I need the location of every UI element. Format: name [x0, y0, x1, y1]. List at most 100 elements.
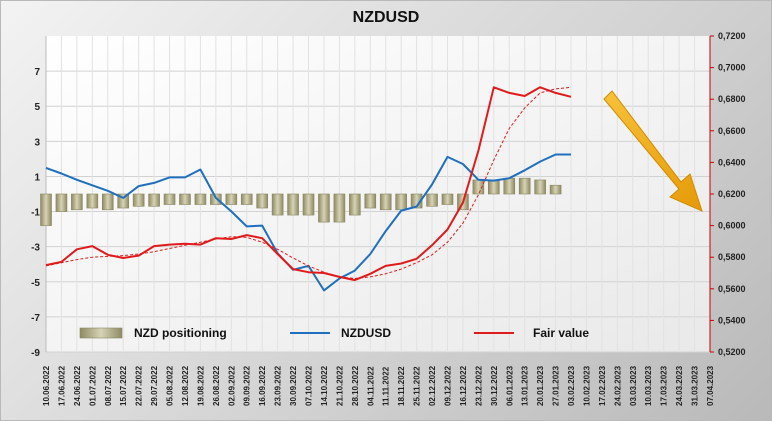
bar-nzd-positioning [256, 193, 268, 209]
x-tick-label: 27.01.2023 [552, 365, 561, 406]
bar-nzd-positioning [101, 193, 114, 211]
x-tick-label: 08.07.2022 [104, 365, 113, 406]
x-tick-label: 17.02.2023 [598, 365, 607, 406]
x-tick-label: 10.02.2023 [582, 365, 591, 406]
line-fair-value [45, 86, 572, 282]
line-fair-value-trend [45, 86, 572, 279]
x-tick-label: 11.11.2022 [382, 366, 391, 406]
bar-nzd-positioning [395, 193, 407, 211]
x-tick-label: 22.07.2022 [135, 365, 144, 406]
bar-nzd-positioning [148, 193, 160, 207]
x-tick-label: 17.06.2022 [57, 365, 66, 406]
left-tick-label: 1 [34, 172, 40, 183]
left-tick-label: -5 [31, 278, 40, 289]
x-tick-label: 03.03.2023 [629, 365, 638, 406]
right-tick-label: 0,6600 [718, 126, 746, 136]
x-tick-label: 03.02.2023 [567, 365, 576, 406]
chart-title: NZDUSD [352, 9, 420, 26]
x-tick-label: 10.06.2022 [42, 365, 51, 406]
bar-nzd-positioning [240, 193, 253, 205]
x-tick-label: 12.08.2022 [181, 365, 190, 406]
bar-nzd-positioning [210, 193, 222, 205]
x-tick-label: 29.07.2022 [150, 365, 159, 406]
bar-nzd-positioning [287, 193, 299, 216]
bar-nzd-positioning [271, 193, 284, 216]
down-arrow-icon [603, 90, 703, 212]
bar-nzd-positioning [225, 193, 238, 205]
bar-nzd-positioning [503, 177, 516, 195]
bar-nzd-positioning [40, 193, 52, 226]
legend-label-fair-value: Fair value [533, 326, 589, 340]
x-tick-label: 24.03.2023 [675, 365, 684, 406]
bar-nzd-positioning [549, 184, 562, 195]
right-tick-label: 0,6400 [718, 157, 746, 167]
bar-nzd-positioning [333, 193, 346, 223]
x-tick-label: 28.10.2022 [351, 365, 360, 406]
x-tick-label: 26.08.2022 [212, 365, 221, 406]
bar-nzd-positioning [302, 193, 315, 216]
x-tick-label: 16.12.2022 [459, 365, 468, 406]
bar-nzd-positioning [71, 193, 83, 211]
right-tick-label: 0,7200 [718, 31, 746, 41]
x-tick-label: 07.10.2022 [305, 365, 314, 406]
x-tick-label: 24.06.2022 [73, 365, 82, 406]
x-tick-label: 06.01.2023 [505, 365, 514, 406]
bar-nzd-positioning [534, 179, 546, 195]
x-tick-label: 05.08.2022 [166, 365, 175, 406]
x-tick-label: 10.03.2023 [644, 365, 653, 406]
bar-nzd-positioning [179, 193, 191, 205]
x-tick-label: 15.07.2022 [119, 365, 128, 406]
x-tick-label: 24.02.2023 [613, 365, 622, 406]
x-tick-label: 30.12.2022 [490, 365, 499, 406]
x-tick-label: 21.10.2022 [335, 365, 344, 406]
x-tick-label: 30.09.2022 [289, 365, 298, 406]
right-tick-label: 0,6200 [718, 189, 746, 199]
plot-area [46, 36, 710, 352]
x-tick-label: 16.09.2022 [258, 365, 267, 406]
bar-nzd-positioning [194, 193, 207, 205]
right-tick-label: 0,5400 [718, 315, 746, 325]
x-tick-label: 23.12.2022 [474, 365, 483, 406]
bar-nzd-positioning [488, 179, 500, 195]
x-tick-label: 31.03.2023 [691, 365, 700, 406]
x-tick-label: 13.01.2023 [521, 365, 530, 406]
right-tick-label: 0,6800 [718, 94, 746, 104]
right-tick-label: 0,5600 [718, 284, 746, 294]
left-tick-label: -9 [31, 348, 40, 359]
left-tick-label: -7 [31, 313, 40, 324]
x-tick-label: 01.07.2022 [88, 365, 97, 406]
x-tick-label: 20.01.2023 [536, 365, 545, 406]
left-tick-label: 5 [34, 102, 40, 113]
bar-nzd-positioning [410, 193, 423, 209]
bar-nzd-positioning [132, 193, 145, 207]
bar-nzd-positioning [379, 193, 392, 211]
left-tick-label: 7 [34, 67, 40, 78]
bar-nzd-positioning [86, 193, 99, 209]
bar-nzd-positioning [364, 193, 377, 209]
left-tick-label: -3 [31, 243, 40, 254]
bar-nzd-positioning [441, 193, 454, 205]
bar-nzd-positioning [163, 193, 176, 205]
x-tick-label: 02.12.2022 [428, 365, 437, 406]
bar-nzd-positioning [518, 177, 531, 195]
x-tick-label: 04.11.2022 [366, 366, 375, 406]
left-tick-label: 3 [34, 137, 40, 148]
x-tick-label: 23.09.2022 [274, 365, 283, 406]
x-tick-label: 09.12.2022 [443, 365, 452, 406]
right-tick-label: 0,6000 [718, 221, 746, 231]
right-tick-label: 0,7000 [718, 63, 746, 73]
legend-label-positioning: NZD positioning [134, 326, 227, 340]
x-tick-label: 19.08.2022 [196, 365, 205, 406]
legend-swatch-positioning [79, 327, 123, 339]
x-tick-label: 18.11.2022 [397, 366, 406, 406]
bar-nzd-positioning [349, 193, 361, 216]
x-tick-label: 25.11.2022 [413, 366, 422, 406]
x-tick-label: 09.09.2022 [243, 365, 252, 406]
x-tick-label: 17.03.2023 [660, 365, 669, 406]
x-tick-label: 07.04.2023 [706, 365, 715, 406]
right-tick-label: 0,5800 [718, 252, 746, 262]
bar-nzd-positioning [318, 193, 330, 223]
x-tick-label: 02.09.2022 [227, 365, 236, 406]
right-tick-label: 0,5200 [718, 347, 746, 357]
